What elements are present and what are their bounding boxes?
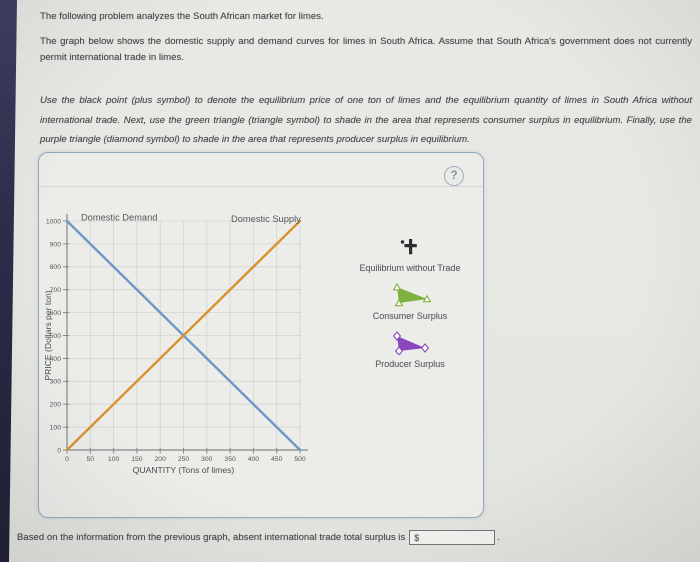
svg-text:Domestic Supply: Domestic Supply [231, 214, 301, 224]
svg-text:500: 500 [50, 333, 62, 340]
svg-text:PRICE (Dollars per ton): PRICE (Dollars per ton) [43, 290, 53, 380]
svg-text:350: 350 [224, 456, 236, 463]
svg-text:400: 400 [248, 456, 260, 463]
svg-text:0: 0 [65, 456, 69, 463]
svg-text:50: 50 [87, 456, 95, 463]
svg-text:700: 700 [50, 287, 62, 294]
svg-text:100: 100 [50, 425, 62, 432]
svg-text:200: 200 [50, 402, 62, 409]
svg-text:1000: 1000 [46, 218, 61, 225]
svg-text:900: 900 [50, 241, 62, 248]
svg-text:QUANTITY (Tons of limes): QUANTITY (Tons of limes) [133, 465, 235, 475]
svg-text:300: 300 [201, 456, 213, 463]
chart-legend: Equilibrium without Trade Consumer Surpl… [335, 237, 485, 369]
problem-instructions: Use the black point (plus symbol) to den… [40, 95, 692, 145]
svg-text:450: 450 [271, 456, 283, 463]
consumer-surplus-icon[interactable] [387, 283, 433, 307]
svg-text:600: 600 [50, 310, 62, 317]
svg-text:0: 0 [57, 447, 61, 454]
total-surplus-input[interactable] [421, 531, 495, 544]
svg-text:400: 400 [50, 356, 62, 363]
question-text: Based on the information from the previo… [17, 532, 406, 543]
producer-surplus-icon[interactable] [387, 331, 433, 355]
svg-text:Domestic Demand: Domestic Demand [81, 213, 157, 223]
help-button[interactable]: ? [444, 166, 464, 186]
graph-panel: ? 0 50 100 150 200 250 300 350 400 450 500 0 100 200 3… [38, 152, 484, 518]
svg-text:300: 300 [50, 379, 62, 386]
answer-input-box: $ [409, 530, 496, 545]
problem-intro: The following problem analyzes the South… [40, 11, 324, 22]
question-period: . [497, 532, 500, 543]
question-mark-icon: ? [450, 170, 458, 182]
legend-label-producer-surplus: Producer Surplus [375, 359, 445, 369]
market-chart[interactable]: 0 50 100 150 200 250 300 350 400 450 500 0 100 200 300… [39, 153, 483, 517]
svg-text:100: 100 [108, 456, 120, 463]
svg-text:200: 200 [155, 456, 167, 463]
legend-label-consumer-surplus: Consumer Surplus [372, 311, 448, 321]
svg-text:500: 500 [294, 456, 306, 463]
svg-text:250: 250 [178, 456, 190, 463]
panel-header-divider [39, 186, 483, 187]
legend-label-equilibrium: Equilibrium without Trade [359, 263, 461, 273]
svg-text:800: 800 [50, 264, 62, 271]
problem-description: The graph below shows the domestic suppl… [40, 36, 692, 63]
photo-edge-left [0, 0, 17, 562]
question-row: Based on the information from the previo… [17, 530, 692, 545]
dollar-prefix: $ [414, 532, 420, 543]
equilibrium-plus-icon[interactable] [398, 237, 422, 257]
svg-text:150: 150 [131, 456, 143, 463]
